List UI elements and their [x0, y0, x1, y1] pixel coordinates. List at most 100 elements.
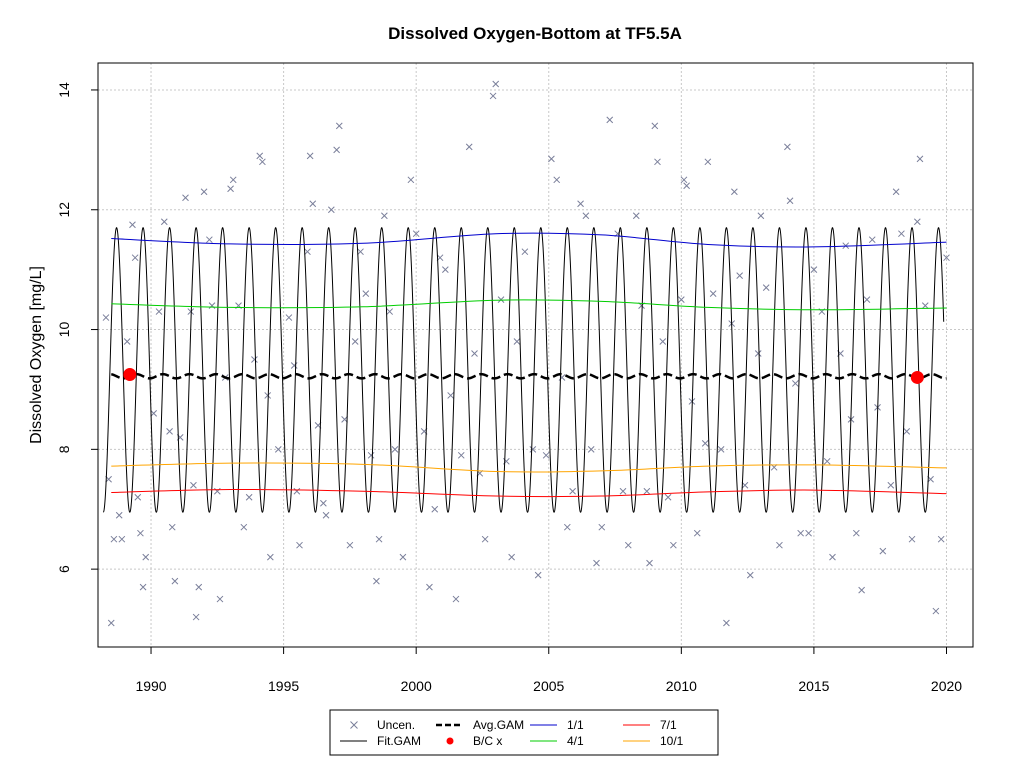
- data-point-uncen: [110, 535, 118, 543]
- data-point-uncen: [367, 451, 375, 459]
- data-point-uncen: [534, 571, 542, 579]
- data-point-uncen: [285, 314, 293, 321]
- data-point-uncen: [457, 451, 465, 459]
- data-point-uncen: [916, 155, 924, 163]
- data-point-uncen: [943, 254, 950, 262]
- data-point-uncen: [731, 188, 738, 196]
- data-point-uncen: [582, 212, 590, 220]
- series-7-1: [111, 488, 947, 498]
- data-point-uncen: [892, 188, 900, 196]
- grid: [98, 63, 973, 647]
- chart-title: Dissolved Oxygen-Bottom at TF5.5A: [388, 24, 682, 43]
- data-point-uncen: [577, 200, 584, 208]
- y-axis-label: Dissolved Oxygen [mg/L]: [28, 266, 45, 444]
- data-point-uncen: [646, 559, 653, 567]
- data-point-uncen: [407, 176, 415, 184]
- data-point-uncen: [192, 613, 200, 621]
- data-point-uncen: [704, 158, 712, 166]
- data-point-uncen: [887, 481, 895, 489]
- x-tick-label: 2015: [798, 678, 829, 694]
- data-point-uncen: [200, 188, 208, 196]
- legend-label: 10/1: [660, 734, 684, 748]
- data-point-uncen: [786, 197, 794, 205]
- series-fit-gam: [103, 227, 945, 513]
- data-point-bc: [910, 370, 924, 384]
- plot-frame: [97, 62, 974, 648]
- data-point-uncen: [492, 80, 500, 88]
- data-point-uncen: [309, 200, 317, 208]
- data-point-uncen: [240, 523, 248, 531]
- data-point-uncen: [259, 158, 266, 166]
- data-point-uncen: [229, 176, 237, 184]
- data-point-uncen: [190, 481, 197, 489]
- series-10-1: [111, 462, 947, 473]
- data-point-uncen: [293, 487, 301, 495]
- legend-box: [329, 709, 719, 756]
- data-point-uncen: [150, 410, 158, 417]
- data-point-uncen: [115, 511, 123, 519]
- series-4-1: [111, 299, 947, 311]
- data-point-uncen: [168, 523, 176, 531]
- data-point-uncen: [139, 583, 147, 591]
- data-point-uncen: [102, 314, 110, 321]
- data-point-uncen: [274, 445, 282, 453]
- legend-label: B/C x: [473, 734, 502, 748]
- legend: Uncen. Fit.GAM Avg.GAM B/C x 1/1 4/1 7/1 10/1: [329, 709, 719, 756]
- x-tick-label: 2000: [401, 678, 432, 694]
- x-tick-label: 1995: [268, 678, 299, 694]
- legend-item: 1/1: [530, 718, 584, 732]
- data-point-uncen: [776, 541, 783, 549]
- data-point-uncen: [553, 176, 561, 184]
- data-point-uncen: [529, 445, 537, 453]
- data-point-uncen: [182, 194, 189, 202]
- series-1-1: [111, 232, 947, 248]
- data-point-uncen: [829, 553, 836, 561]
- data-point-uncen: [452, 595, 460, 603]
- data-point-uncen: [643, 487, 651, 495]
- data-point-uncen: [791, 380, 799, 387]
- data-point-uncen: [823, 457, 831, 465]
- data-point-uncen: [264, 392, 272, 399]
- data-point-uncen: [624, 541, 632, 549]
- data-point-uncen: [810, 266, 818, 273]
- legend-item: Fit.GAM: [340, 734, 421, 748]
- data-point-uncen: [723, 619, 730, 627]
- x-tick-label: 2020: [931, 678, 962, 694]
- data-point-uncen: [471, 350, 478, 357]
- data-point-uncen: [858, 586, 865, 594]
- data-point-uncen: [619, 487, 627, 495]
- data-point-uncen: [863, 296, 871, 303]
- legend-label: 7/1: [660, 718, 677, 732]
- y-tick-label: 14: [56, 82, 72, 98]
- data-point-uncen: [664, 493, 672, 501]
- legend-item: Avg.GAM: [436, 718, 524, 732]
- data-point-uncen: [709, 290, 717, 297]
- legend-label: 1/1: [567, 718, 584, 732]
- x-tick-label: 2005: [533, 678, 564, 694]
- data-point-uncen: [441, 266, 449, 273]
- legend-symbol: [446, 737, 454, 745]
- data-point-uncen: [118, 535, 126, 543]
- y-tick-label: 12: [56, 202, 72, 218]
- data-point-uncen: [908, 535, 916, 543]
- legend-item: B/C x: [446, 734, 502, 748]
- data-point-uncen: [805, 529, 812, 537]
- data-point-uncen: [171, 577, 179, 585]
- data-point-uncen: [123, 338, 131, 345]
- data-point-uncen: [346, 541, 354, 549]
- data-point-uncen: [266, 553, 274, 561]
- data-point-uncen: [335, 122, 343, 130]
- data-point-uncen: [426, 583, 433, 591]
- data-point-uncen: [632, 212, 640, 220]
- data-point-uncen: [587, 445, 595, 453]
- data-point-uncen: [898, 230, 905, 238]
- data-point-uncen: [129, 221, 136, 229]
- data-point-uncen: [593, 559, 600, 567]
- data-point-uncen: [322, 511, 330, 519]
- data-point-uncen: [134, 493, 142, 501]
- data-point-uncen: [680, 176, 688, 184]
- data-point-uncen: [659, 338, 667, 345]
- data-point-uncen: [373, 577, 380, 585]
- data-point-uncen: [569, 487, 576, 495]
- data-point-uncen: [879, 547, 887, 555]
